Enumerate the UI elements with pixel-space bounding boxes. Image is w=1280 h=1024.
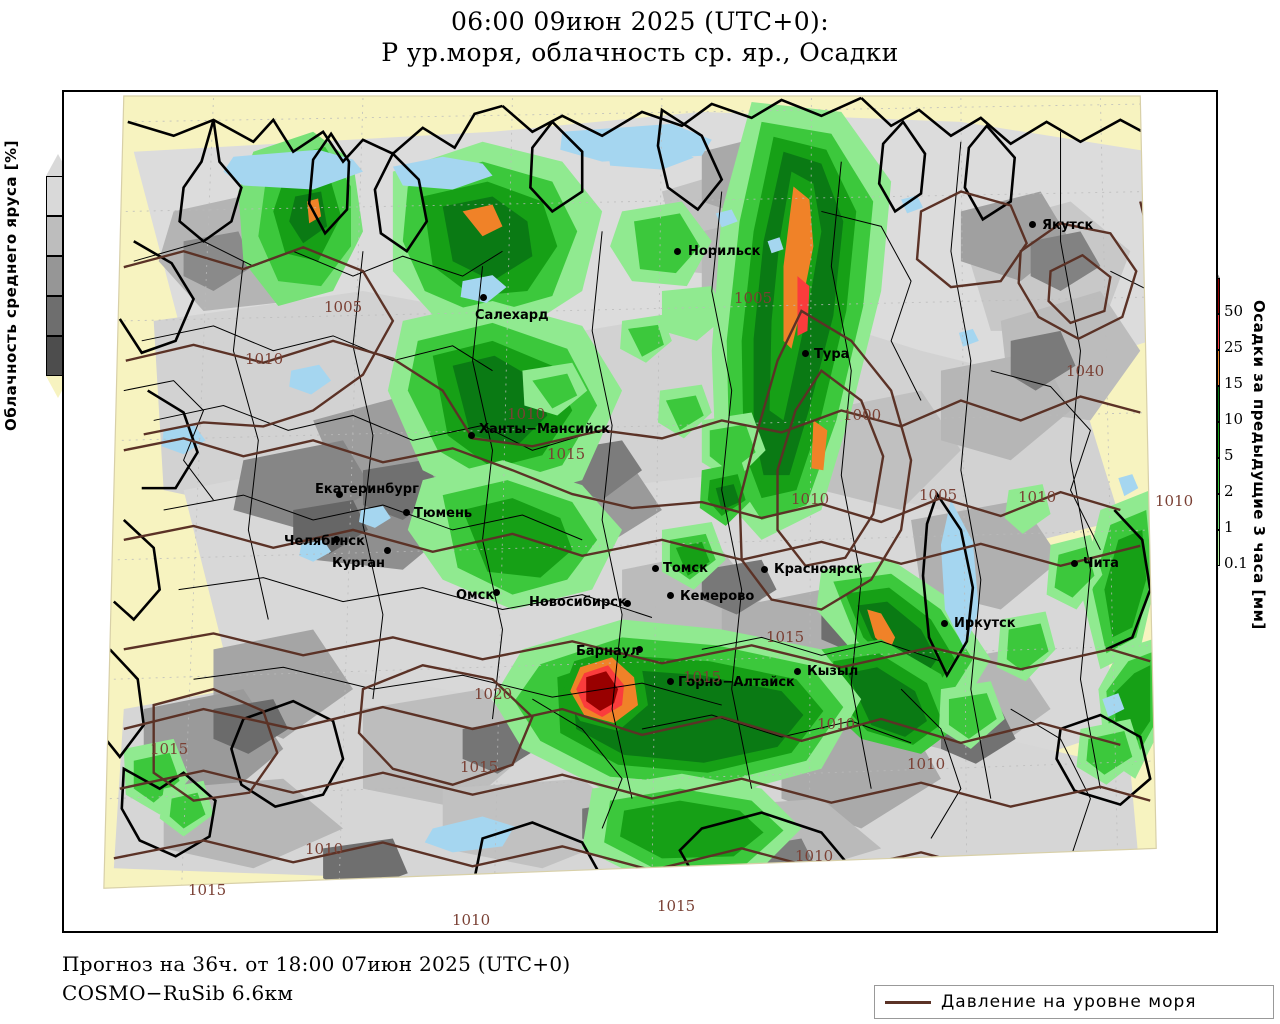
city-marker xyxy=(667,678,674,685)
pressure-legend: Давление на уровне моря xyxy=(874,985,1274,1019)
precip-colorbar-label: Осадки за предыдущие 3 часа [мм] xyxy=(1250,300,1268,630)
title-line-1: 06:00 09июн 2025 (UTC+0): xyxy=(450,7,830,36)
isobar-label: 1005 xyxy=(734,289,773,307)
map-svg xyxy=(64,92,1216,931)
isobar-label: 1010 xyxy=(452,911,491,929)
city-marker xyxy=(667,592,674,599)
isobar-label: 1015 xyxy=(657,897,696,915)
city-marker xyxy=(794,668,801,675)
city-marker xyxy=(468,432,475,439)
precip-colorbar-tick: 1 xyxy=(1224,518,1234,536)
isobar-label: 1010 xyxy=(1018,488,1057,506)
isobar-label: 1005 xyxy=(919,486,958,504)
isobar-label: 1020 xyxy=(474,685,513,703)
city-marker xyxy=(761,566,768,573)
isobar-label: 1015 xyxy=(188,881,227,899)
isobar-label: 1010 xyxy=(507,405,546,423)
cloud-colorbar-label: Облачность среднего яруса [%] xyxy=(2,140,20,432)
isobar-label: 1015 xyxy=(766,628,805,646)
precip-colorbar-tick: 2 xyxy=(1224,482,1234,500)
city-marker xyxy=(636,646,643,653)
city-marker xyxy=(333,536,340,543)
isobar-label: 1000 xyxy=(843,406,882,424)
city-marker xyxy=(941,620,948,627)
city-marker xyxy=(336,491,343,498)
city-marker xyxy=(1029,221,1036,228)
city-marker xyxy=(802,350,809,357)
precip-colorbar-tick: 0.1 xyxy=(1224,554,1248,572)
graticule xyxy=(109,97,1157,889)
isobar-label: 1015 xyxy=(547,445,586,463)
city-marker xyxy=(624,600,631,607)
isobar-label: 1015 xyxy=(460,758,499,776)
isobar-label: 1010 xyxy=(1155,492,1194,510)
precip-colorbar-tick: 10 xyxy=(1224,410,1244,428)
city-marker xyxy=(384,547,391,554)
isobar-label: 1010 xyxy=(791,490,830,508)
isobar-label: 1010 xyxy=(245,350,284,368)
model-domain xyxy=(103,95,1157,889)
title-line-2: P ур.моря, облачность ср. яр., Осадки xyxy=(381,38,899,67)
pressure-legend-label: Давление на уровне моря xyxy=(941,992,1197,1012)
precip-colorbar-tick: 25 xyxy=(1224,338,1244,356)
pressure-line-swatch xyxy=(885,1000,931,1004)
forecast-line: Прогноз на 36ч. от 18:00 07июн 2025 (UTC… xyxy=(62,952,571,976)
city-marker xyxy=(493,589,500,596)
isobar-label: 1010 xyxy=(907,755,946,773)
isobar-label: 1010 xyxy=(817,715,856,733)
isobar-label: 1040 xyxy=(1066,362,1105,380)
city-marker xyxy=(652,565,659,572)
page-title: 06:00 09июн 2025 (UTC+0): P ур.моря, обл… xyxy=(0,6,1280,68)
model-line: COSMO−RuSib 6.6км xyxy=(62,981,294,1005)
map-canvas[interactable]: Якутск Норильск Салехард Тура Ханты−Мансийск… xyxy=(64,92,1216,931)
isobar-label: 1015 xyxy=(150,740,189,758)
precip-colorbar-ticks: 50 25 15 10 5 2 1 0.1 xyxy=(1224,278,1264,578)
coastline-layer xyxy=(103,96,1157,889)
precip-colorbar-tick: 50 xyxy=(1224,302,1244,320)
city-marker xyxy=(1071,560,1078,567)
map-frame[interactable]: Якутск Норильск Салехард Тура Ханты−Мансийск… xyxy=(62,90,1218,933)
isobar-label: 1010 xyxy=(305,840,344,858)
isobar-label: 1010 xyxy=(795,847,834,865)
isobar-label: 1005 xyxy=(324,298,363,316)
city-marker xyxy=(403,509,410,516)
isobar-label: 1015 xyxy=(683,668,722,686)
precip-colorbar-tick: 5 xyxy=(1224,446,1234,464)
precip-colorbar-tick: 15 xyxy=(1224,374,1244,392)
city-marker xyxy=(480,294,487,301)
footer-text: Прогноз на 36ч. от 18:00 07июн 2025 (UTC… xyxy=(62,950,570,1008)
city-marker xyxy=(674,248,681,255)
